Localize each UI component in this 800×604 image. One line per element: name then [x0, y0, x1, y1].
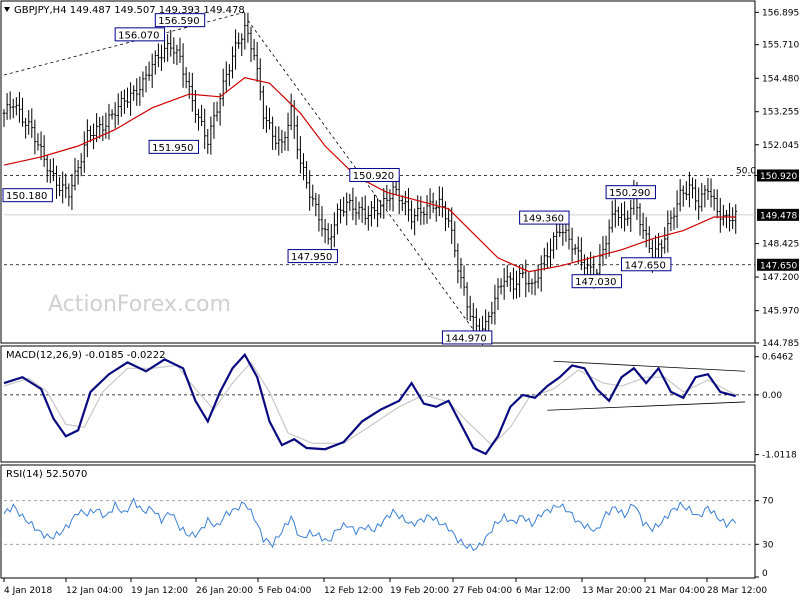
watermark: ActionForex.com [48, 292, 231, 317]
annotation-text: 147.950 [291, 252, 332, 263]
rsi-layer [3, 497, 755, 552]
y-tick-label: 147.200 [762, 273, 799, 283]
rsi-line [3, 497, 737, 552]
moving-average-line [3, 77, 736, 273]
annotation-box [2, 188, 53, 203]
price-tag: 150.920 [757, 169, 799, 182]
price-layer: 50.0 156.590 156.070 151.950 150.180 150.920 1… [2, 11, 756, 346]
annotation-text: 156.590 [158, 16, 199, 27]
price-tag-box [757, 208, 799, 221]
rsi-y-tick-label: 30 [762, 540, 774, 550]
x-tick-label: 12 Feb 12:00 [324, 586, 383, 596]
y-tick-label: 156.895 [762, 8, 799, 18]
annotation-text: 150.180 [6, 191, 47, 202]
annotation-text: 147.650 [625, 260, 666, 271]
annotation-text: 144.970 [445, 333, 486, 344]
rsi-y-tick-label: 0 [762, 569, 768, 579]
chart-header: GBPJPY,H4 149.487 149.507 149.393 149.47… [14, 5, 245, 16]
x-tick-label: 27 Feb 04:00 [453, 586, 512, 596]
y-tick-label: 154.480 [762, 74, 799, 84]
price-tag: 147.650 [757, 258, 799, 271]
annotation-text: 150.290 [609, 188, 650, 199]
y-tick-label: 144.785 [762, 339, 799, 349]
price-annotation: 150.180 [2, 188, 53, 203]
y-tick-label: 152.045 [762, 141, 799, 151]
macd-signal-line [3, 361, 736, 446]
price-annotation: 147.950 [287, 249, 338, 264]
price-annotation: 156.070 [114, 27, 166, 42]
x-tick-label: 12 Jan 04:00 [66, 586, 123, 596]
price-tag-text: 150.920 [760, 172, 797, 182]
y-tick-label: 148.425 [762, 240, 799, 250]
annotation-text: 147.030 [575, 277, 616, 288]
annotation-text: 149.360 [523, 214, 564, 225]
annotation-text: 156.070 [118, 30, 159, 41]
annotation-box [621, 257, 672, 272]
macd-line [3, 352, 736, 456]
x-tick-label: 6 Mar 12:00 [516, 586, 571, 596]
price-annotation: 147.030 [571, 274, 622, 289]
macd-title: MACD(12,26,9) -0.0185 -0.0222 [6, 350, 166, 361]
macd-triangle-upper [553, 360, 746, 372]
macd-panel [0, 345, 756, 463]
axis-layer: 156.895 155.710 154.480 153.255 152.045 150.9… [3, 8, 799, 596]
macd-y-tick-label: 0.00 [762, 391, 782, 401]
x-tick-label: 5 Feb 04:00 [258, 586, 312, 596]
price-annotation: 149.360 [519, 210, 570, 225]
annotation-text: 151.950 [152, 143, 193, 154]
price-annotation: 156.590 [154, 13, 206, 28]
annotation-text: 150.920 [353, 171, 394, 182]
rsi-y-tick-label: 70 [762, 497, 774, 507]
x-tick-label: 13 Mar 20:00 [582, 586, 642, 596]
annotation-box [441, 330, 493, 345]
price-tag-box [757, 258, 799, 271]
annotation-box [114, 27, 166, 42]
level-label: 50.0 [736, 166, 756, 176]
annotation-box [571, 274, 622, 289]
dropdown-arrow-icon[interactable] [4, 7, 10, 12]
annotation-box [287, 249, 338, 264]
rsi-panel [0, 464, 756, 579]
annotation-box [148, 139, 200, 154]
annotation-box [349, 167, 400, 182]
price-tag-box [757, 169, 799, 182]
macd-y-tick-label: -1.0118 [762, 451, 797, 461]
x-tick-label: 21 Mar 04:00 [645, 586, 705, 596]
macd-layer [3, 352, 755, 456]
price-annotation: 144.970 [441, 330, 493, 345]
annotation-box [605, 185, 656, 200]
price-annotation: 151.950 [148, 139, 200, 154]
annotation-box [519, 210, 570, 225]
price-tag-text: 149.478 [760, 211, 797, 221]
price-annotation: 150.290 [605, 185, 656, 200]
price-annotation: 150.920 [349, 167, 400, 182]
y-tick-label: 145.970 [762, 307, 799, 317]
macd-triangle-lower [547, 401, 746, 411]
x-tick-label: 26 Jan 20:00 [196, 586, 253, 596]
y-tick-label: 153.255 [762, 108, 799, 118]
price-tag-text: 147.650 [760, 261, 797, 271]
rsi-title: RSI(14) 52.5070 [6, 469, 87, 480]
y-tick-label: 155.710 [762, 41, 799, 51]
x-tick-label: 19 Jan 12:00 [131, 586, 188, 596]
x-tick-label: 28 Mar 12:00 [707, 586, 767, 596]
price-tag: 149.478 [757, 208, 799, 221]
annotation-box [154, 13, 206, 28]
x-tick-label: 19 Feb 20:00 [390, 586, 449, 596]
x-tick-label: 4 Jan 2018 [4, 586, 52, 596]
macd-y-tick-label: 0.6462 [762, 353, 794, 363]
price-annotation: 147.650 [621, 257, 672, 272]
